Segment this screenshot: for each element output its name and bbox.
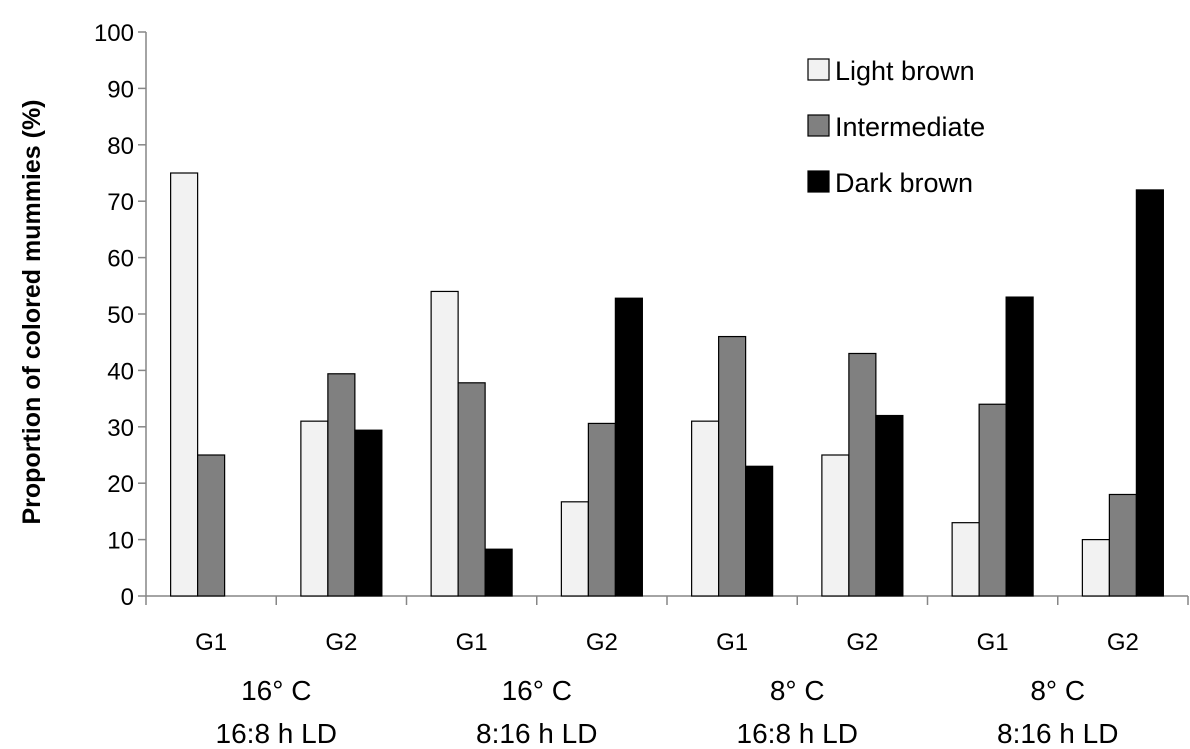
- bar-light-brown: [1081, 538, 1110, 597]
- legend: Light brown Intermediate Dark brown: [807, 56, 985, 198]
- category-label: G2: [1107, 629, 1139, 656]
- bar-intermediate: [978, 403, 1007, 597]
- group-label-temperature: 8° C: [1030, 675, 1085, 706]
- y-tick-label: 10: [107, 528, 134, 555]
- group-label-photoperiod: 8:16 h LD: [476, 718, 597, 749]
- y-tick-label: 70: [107, 189, 134, 216]
- category-label: G1: [195, 629, 227, 656]
- y-tick-label: 50: [107, 302, 134, 329]
- bar-intermediate: [1108, 493, 1137, 597]
- legend-swatch: [807, 114, 830, 137]
- legend-swatch: [807, 58, 830, 81]
- bar-dark-brown: [1005, 296, 1034, 597]
- bar-dark-brown: [614, 297, 643, 597]
- y-tick-label: 20: [107, 471, 134, 498]
- y-axis-title: Proportion of colored mummies (%): [18, 99, 46, 524]
- x-axis: [145, 595, 1189, 605]
- bar-intermediate: [718, 335, 747, 597]
- bar-light-brown: [430, 290, 459, 597]
- category-label: G1: [456, 629, 488, 656]
- category-label: G1: [977, 629, 1009, 656]
- bar-intermediate: [587, 422, 616, 597]
- bar-dark-brown: [875, 414, 904, 597]
- bar-light-brown: [560, 501, 589, 597]
- group-labels: 16° C 16:8 h LD 16° C 8:16 h LD 8° C 16:8 h L…: [216, 675, 1119, 749]
- legend-swatch: [807, 170, 830, 193]
- y-tick-label: 0: [121, 584, 134, 611]
- y-tick-label: 100: [94, 20, 134, 47]
- group-label-temperature: 16° C: [502, 675, 572, 706]
- bar-light-brown: [821, 454, 850, 597]
- category-labels: G1 G2 G1 G2 G1 G2 G1 G2: [195, 629, 1139, 656]
- legend-label: Light brown: [835, 56, 975, 86]
- bars: [170, 172, 1164, 597]
- legend-label: Dark brown: [835, 168, 973, 198]
- y-tick-label: 30: [107, 415, 134, 442]
- group-label-temperature: 16° C: [241, 675, 311, 706]
- bar-dark-brown: [484, 548, 513, 597]
- bar-dark-brown: [354, 429, 383, 597]
- bar-dark-brown: [745, 465, 774, 597]
- category-label: G2: [325, 629, 357, 656]
- group-label-photoperiod: 16:8 h LD: [737, 718, 858, 749]
- bar-light-brown: [951, 522, 980, 597]
- bar-light-brown: [691, 420, 720, 597]
- group-label-temperature: 8° C: [770, 675, 825, 706]
- bar-intermediate: [327, 373, 356, 597]
- bar-intermediate: [197, 454, 226, 597]
- category-label: G2: [586, 629, 618, 656]
- bar-intermediate: [848, 352, 877, 597]
- category-label: G1: [716, 629, 748, 656]
- bar-light-brown: [170, 172, 199, 597]
- bar-intermediate: [457, 382, 486, 597]
- category-label: G2: [846, 629, 878, 656]
- legend-label: Intermediate: [835, 112, 985, 142]
- y-tick-label: 80: [107, 133, 134, 160]
- y-tick-label: 60: [107, 246, 134, 273]
- y-tick-label: 40: [107, 358, 134, 385]
- bar-dark-brown: [1135, 189, 1164, 597]
- bar-light-brown: [300, 420, 329, 597]
- group-label-photoperiod: 16:8 h LD: [216, 718, 337, 749]
- group-label-photoperiod: 8:16 h LD: [997, 718, 1118, 749]
- y-axis: 0 10 20 30 40 50 60 70 80 90 100: [94, 20, 147, 611]
- y-tick-label: 90: [107, 76, 134, 103]
